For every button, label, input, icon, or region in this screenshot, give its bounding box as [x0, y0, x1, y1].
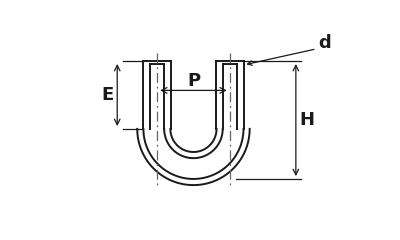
Text: H: H — [299, 111, 314, 129]
Text: d: d — [318, 34, 331, 52]
Text: E: E — [102, 86, 114, 104]
Text: P: P — [187, 72, 200, 90]
